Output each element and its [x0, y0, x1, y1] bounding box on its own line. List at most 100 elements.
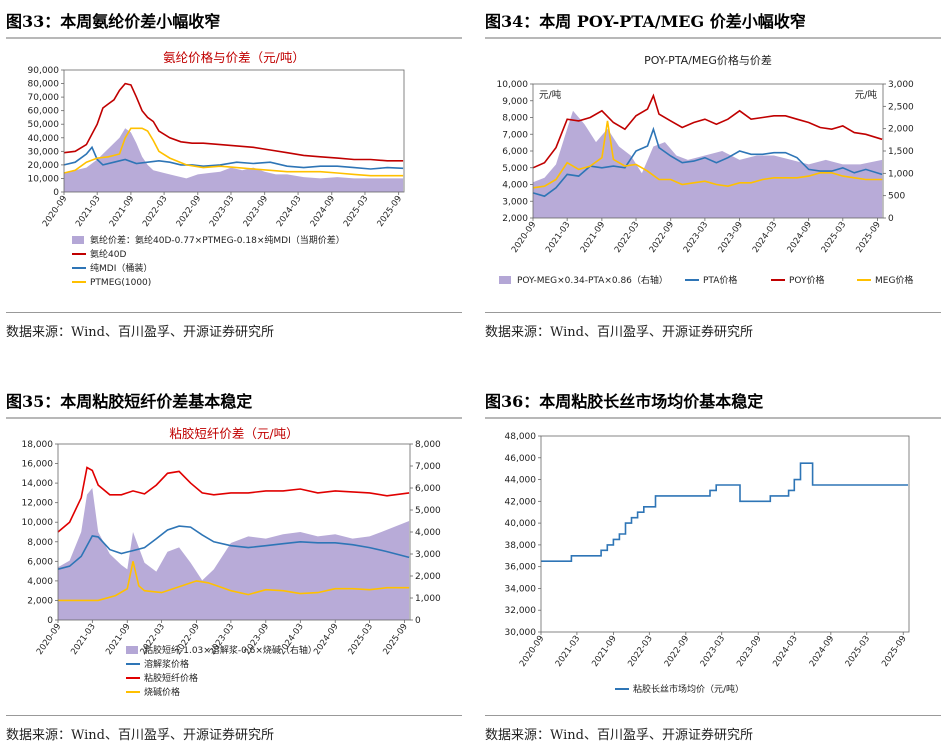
x-tick-label: 2021-09 [590, 634, 619, 669]
legend-label: MEG价格 [875, 274, 913, 286]
y-tick-label: 8,000 [502, 114, 528, 124]
panel-poy: 图34：本周 POY-PTA/MEG 价差小幅收窄 POY-PTA/MEG价格与… [485, 8, 941, 348]
x-tick-label: 2024-09 [786, 220, 815, 255]
x-tick-label: 2023-09 [716, 220, 745, 255]
x-tick-label: 2024-03 [275, 194, 304, 229]
y-tick-label: 38,000 [505, 541, 537, 551]
y-tick-label: 10,000 [28, 174, 60, 184]
y-tick-label: 0 [47, 616, 53, 626]
x-tick-label: 2023-09 [735, 634, 764, 669]
x-tick-label: 2024-03 [751, 220, 780, 255]
legend-label: PTMEG(1000) [90, 278, 151, 288]
series-line-3 [58, 561, 410, 602]
y-tick-label: 10,000 [22, 518, 54, 528]
y-tick-label: 44,000 [505, 476, 537, 486]
y2-tick-label: 3,000 [888, 80, 914, 90]
legend-label: 粘胶短纤-1.03×溶解浆-0.6×烧碱（右轴） [144, 644, 317, 656]
y-tick-label: 30,000 [28, 147, 60, 157]
series-area-0 [64, 128, 404, 192]
y-tick-label: 80,000 [28, 80, 60, 90]
x-tick-label: 2023-03 [208, 194, 237, 229]
y-tick-label: 12,000 [22, 499, 54, 509]
x-tick-label: 2025-03 [820, 220, 849, 255]
series-line-3 [532, 120, 883, 189]
x-tick-label: 2022-03 [141, 194, 170, 229]
y-tick-label: 42,000 [505, 497, 537, 507]
y-tick-label: 7,000 [502, 130, 528, 140]
x-tick-label: 2023-03 [699, 634, 728, 669]
left-unit-label: 元/吨 [539, 89, 562, 101]
series-line-1 [57, 525, 410, 570]
y2-tick-label: 1,000 [888, 169, 914, 179]
series-line-2 [57, 466, 410, 533]
series-line-2 [63, 145, 404, 170]
chart-title: POY-PTA/MEG价格与价差 [644, 53, 772, 67]
y-tick-label: 32,000 [505, 606, 537, 616]
source-divider [6, 715, 462, 716]
figure-title: 图36：本周粘胶长丝市场均价基本稳定 [485, 392, 764, 411]
right-unit-label: 元/吨 [855, 89, 878, 101]
y2-tick-label: 5,000 [415, 506, 441, 516]
x-tick-label: 2022-09 [663, 634, 692, 669]
legend-label: POY-MEG×0.34-PTA×0.86（右轴） [517, 274, 668, 286]
series-area-0 [533, 110, 883, 218]
legend-label: 粘胶长丝市场均价（元/吨） [633, 683, 744, 695]
panel-spandex: 图33：本周氨纶价差小幅收窄 氨纶价格与价差（元/吨） 0 10,000 20,000… [6, 8, 462, 348]
figure-source: 数据来源：Wind、百川盈孚、开源证券研究所 [485, 728, 753, 743]
legend-swatch [72, 236, 84, 244]
legend-label: 烧碱价格 [144, 686, 180, 698]
x-tick-label: 2025-09 [376, 194, 405, 229]
source-divider [485, 715, 941, 716]
y2-tick-label: 0 [415, 616, 421, 626]
series-line-1 [532, 126, 883, 198]
series-line-1 [63, 82, 404, 162]
y-tick-label: 50,000 [28, 120, 60, 130]
y-tick-label: 20,000 [28, 161, 60, 171]
figure-source: 数据来源：Wind、百川盈孚、开源证券研究所 [485, 325, 753, 340]
title-divider [6, 37, 462, 39]
viscose-staple-spread-chart: 粘胶短纤价差（元/吨） 0 2,000 4,000 6,000 8,000 10,000 12… [22, 426, 442, 698]
y-tick-label: 3,000 [502, 197, 528, 207]
y2-tick-label: 2,000 [415, 572, 441, 582]
x-tick-label: 2022-09 [175, 194, 204, 229]
chart-title: 粘胶短纤价差（元/吨） [169, 426, 298, 441]
x-tick-label: 2024-03 [771, 634, 800, 669]
x-tick-label: 2023-09 [242, 194, 271, 229]
y-tick-label: 90,000 [28, 66, 60, 76]
x-tick-label: 2022-09 [648, 220, 677, 255]
x-tick-label: 2020-09 [41, 194, 70, 229]
y2-tick-label: 3,000 [415, 550, 441, 560]
legend-label: 粘胶短纤价格 [144, 672, 198, 684]
y2-tick-label: 1,000 [415, 594, 441, 604]
y-tick-label: 34,000 [505, 584, 537, 594]
x-tick-label: 2020-09 [35, 622, 64, 657]
figure-title: 图35：本周粘胶短纤价差基本稳定 [6, 392, 253, 411]
figure-source: 数据来源：Wind、百川盈孚、开源证券研究所 [6, 325, 274, 340]
figure-title: 图33：本周氨纶价差小幅收窄 [6, 12, 221, 31]
figure-source: 数据来源：Wind、百川盈孚、开源证券研究所 [6, 728, 274, 743]
legend-swatch [499, 276, 511, 284]
series-line-3 [63, 127, 404, 177]
x-tick-label: 2021-03 [74, 194, 103, 229]
y2-tick-label: 6,000 [415, 484, 441, 494]
y-tick-label: 8,000 [27, 538, 53, 548]
legend-label: 溶解浆价格 [144, 658, 189, 670]
legend-swatch [126, 646, 138, 654]
x-tick-label: 2023-03 [682, 220, 711, 255]
series-line-2 [532, 93, 883, 169]
viscose-filament-price-chart: 30,000 32,000 34,000 36,000 38,000 40,000 42,0… [505, 432, 910, 695]
x-tick-label: 2020-09 [518, 634, 547, 669]
source-divider [6, 312, 462, 313]
y2-tick-label: 4,000 [415, 528, 441, 538]
y-tick-label: 36,000 [505, 563, 537, 573]
series-area-0 [58, 488, 410, 620]
y-tick-label: 18,000 [22, 440, 54, 450]
legend-label: POY价格 [789, 274, 825, 286]
plot-frame [540, 435, 910, 633]
x-tick-label: 2025-09 [880, 634, 909, 669]
y-tick-label: 4,000 [27, 577, 53, 587]
title-divider [485, 417, 941, 419]
chart-title: 氨纶价格与价差（元/吨） [163, 50, 305, 65]
panel-viscose-filament: 图36：本周粘胶长丝市场均价基本稳定 30,000 32,000 34,000 36,… [485, 388, 941, 748]
y2-tick-label: 7,000 [415, 462, 441, 472]
